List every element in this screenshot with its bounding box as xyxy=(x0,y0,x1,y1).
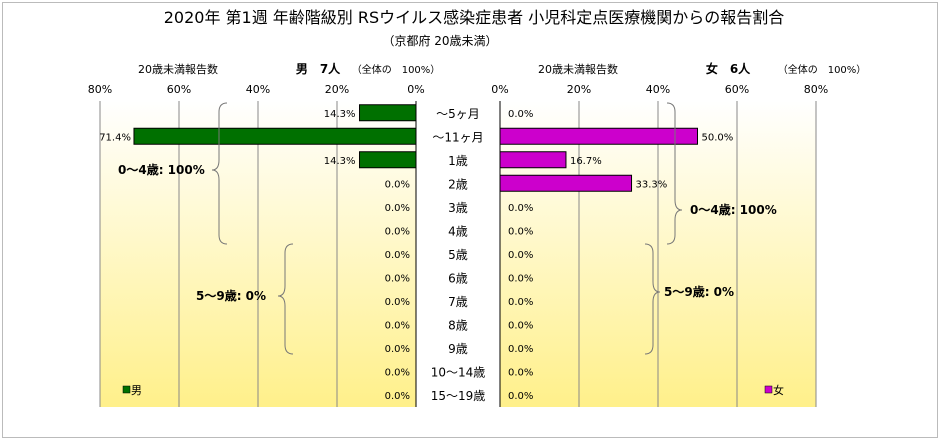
category-label: 1歳 xyxy=(448,154,468,168)
female-group-0-4-label: 0～4歳: 100% xyxy=(690,202,777,217)
male-data-label: 14.3% xyxy=(324,109,356,120)
male-tick-label: 80% xyxy=(88,83,112,96)
male-bar xyxy=(133,127,417,145)
male-axis-caption: 20歳未満報告数 xyxy=(138,63,218,76)
male-data-label: 0.0% xyxy=(385,250,410,261)
male-data-label: 0.0% xyxy=(385,273,410,284)
female-data-label: 16.7% xyxy=(570,156,602,167)
male-data-label: 0.0% xyxy=(385,297,410,308)
female-brace-0-4 xyxy=(666,102,683,245)
chart-title: 2020年 第1週 年齢階級別 RSウイルス感染症患者 小児科定点医療機関からの… xyxy=(164,8,785,27)
male-data-label: 0.0% xyxy=(385,226,410,237)
female-data-label: 0.0% xyxy=(508,391,533,402)
female-brace-5-9 xyxy=(644,243,661,355)
female-tick-label: 60% xyxy=(725,83,749,96)
female-data-label: 0.0% xyxy=(508,297,533,308)
male-bar xyxy=(359,151,417,169)
male-data-label: 0.0% xyxy=(385,391,410,402)
female-header-note: （全体の 100%） xyxy=(778,63,867,76)
female-bar xyxy=(499,151,567,169)
male-legend-swatch xyxy=(122,385,131,394)
male-brace-0-4 xyxy=(211,102,228,245)
female-group-5-9-label: 5～9歳: 0% xyxy=(664,284,734,299)
male-tick-label: 20% xyxy=(325,83,349,96)
female-data-label: 0.0% xyxy=(508,344,533,355)
male-group-0-4-label: 0～4歳: 100% xyxy=(118,162,205,177)
male-legend-label: 男 xyxy=(131,384,142,397)
female-tick-label: 0% xyxy=(491,83,508,96)
female-tick-label: 20% xyxy=(567,83,591,96)
category-label: ～5ヶ月 xyxy=(436,107,480,121)
category-label: 4歳 xyxy=(448,224,468,238)
male-data-label: 0.0% xyxy=(385,203,410,214)
female-legend-swatch xyxy=(764,385,773,394)
category-label: ～11ヶ月 xyxy=(432,130,483,144)
male-header: 男 7人 xyxy=(296,61,341,76)
male-data-label: 71.4% xyxy=(99,132,131,143)
male-data-label: 0.0% xyxy=(385,320,410,331)
category-label: 7歳 xyxy=(448,295,468,309)
female-data-label: 0.0% xyxy=(508,320,533,331)
female-data-label: 33.3% xyxy=(636,179,668,190)
female-tick-label: 80% xyxy=(804,83,828,96)
category-label: 5歳 xyxy=(448,248,468,262)
male-group-5-9-label: 5～9歳: 0% xyxy=(196,288,266,303)
category-label: 2歳 xyxy=(448,177,468,191)
category-label: 15～19歳 xyxy=(431,389,486,403)
male-data-label: 0.0% xyxy=(385,367,410,378)
female-data-label: 50.0% xyxy=(702,132,734,143)
female-data-label: 0.0% xyxy=(508,226,533,237)
male-data-label: 14.3% xyxy=(324,156,356,167)
male-brace-5-9 xyxy=(277,243,294,355)
female-axis-caption: 20歳未満報告数 xyxy=(538,63,618,76)
female-tick-label: 40% xyxy=(646,83,670,96)
female-legend-label: 女 xyxy=(773,383,784,397)
female-bar xyxy=(499,127,698,145)
female-data-label: 0.0% xyxy=(508,203,533,214)
female-data-label: 0.0% xyxy=(508,109,533,120)
female-header: 女 6人 xyxy=(706,61,751,76)
chart-subtitle: （京都府 20歳未満） xyxy=(382,33,497,48)
female-data-label: 0.0% xyxy=(508,273,533,284)
male-header-note: （全体の 100%） xyxy=(352,63,441,76)
male-tick-label: 0% xyxy=(407,83,424,96)
male-tick-label: 60% xyxy=(167,83,191,96)
female-data-label: 0.0% xyxy=(508,367,533,378)
female-bar xyxy=(499,174,633,192)
male-bar xyxy=(359,104,417,122)
category-label: 3歳 xyxy=(448,201,468,215)
male-tick-label: 40% xyxy=(246,83,270,96)
chart-frame xyxy=(2,2,938,438)
female-data-label: 0.0% xyxy=(508,250,533,261)
category-label: 9歳 xyxy=(448,342,468,356)
male-data-label: 0.0% xyxy=(385,179,410,190)
male-data-label: 0.0% xyxy=(385,344,410,355)
category-label: 8歳 xyxy=(448,318,468,332)
category-label: 6歳 xyxy=(448,271,468,285)
category-label: 10～14歳 xyxy=(431,365,486,379)
